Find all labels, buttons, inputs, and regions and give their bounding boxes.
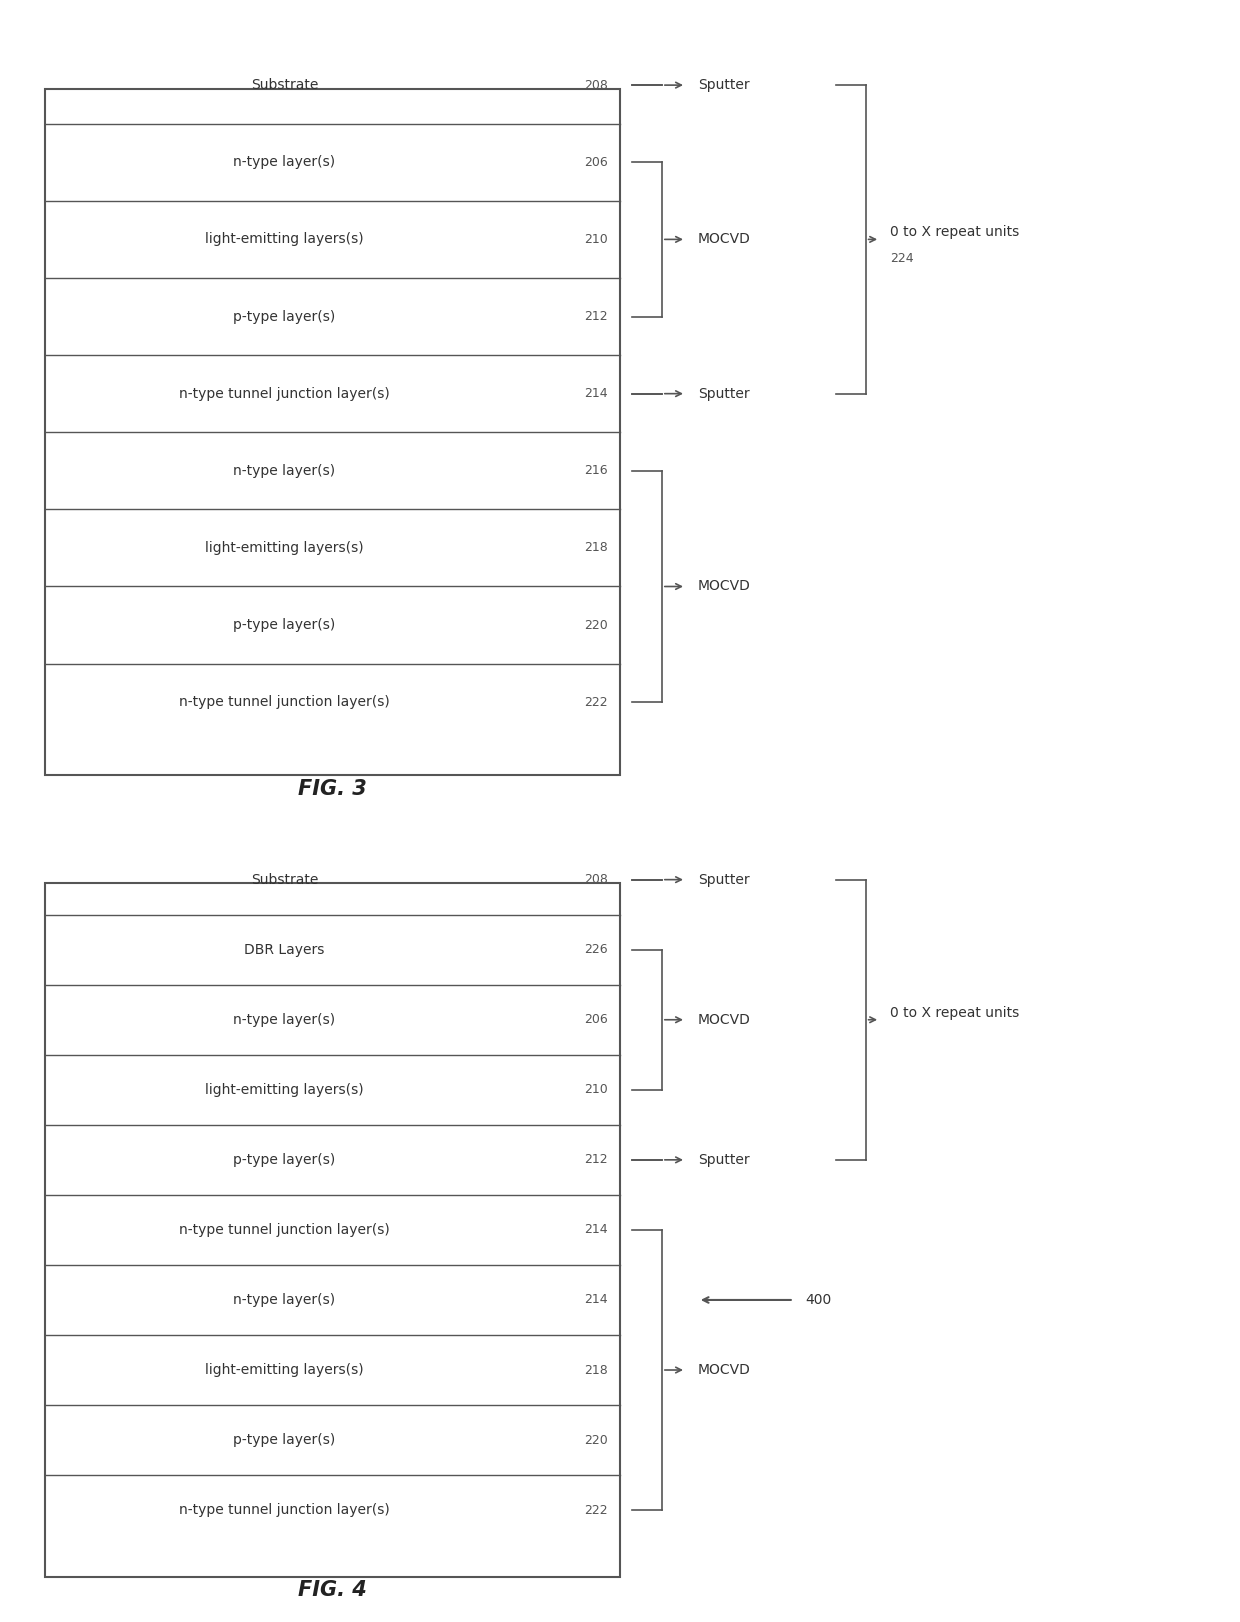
Text: 220: 220 bbox=[584, 618, 608, 631]
Text: 226: 226 bbox=[584, 944, 608, 957]
Text: light-emitting layers(s): light-emitting layers(s) bbox=[205, 1362, 363, 1377]
Text: 208: 208 bbox=[584, 78, 608, 91]
Text: 218: 218 bbox=[584, 1364, 608, 1377]
Text: 216: 216 bbox=[584, 464, 608, 477]
Text: 214: 214 bbox=[584, 1223, 608, 1236]
Text: MOCVD: MOCVD bbox=[698, 579, 750, 594]
Text: p-type layer(s): p-type layer(s) bbox=[233, 310, 336, 323]
Text: FIG. 3: FIG. 3 bbox=[298, 779, 367, 800]
Text: 210: 210 bbox=[584, 1083, 608, 1096]
Text: Sputter: Sputter bbox=[698, 386, 749, 401]
Text: light-emitting layers(s): light-emitting layers(s) bbox=[205, 232, 363, 247]
Text: 400: 400 bbox=[806, 1293, 832, 1307]
Text: n-type layer(s): n-type layer(s) bbox=[233, 1012, 336, 1027]
Text: Sputter: Sputter bbox=[698, 873, 749, 887]
Text: n-type layer(s): n-type layer(s) bbox=[233, 464, 336, 478]
Text: 212: 212 bbox=[584, 310, 608, 323]
Text: Substrate: Substrate bbox=[250, 873, 319, 887]
Text: p-type layer(s): p-type layer(s) bbox=[233, 618, 336, 633]
Text: FIG. 4: FIG. 4 bbox=[298, 1580, 367, 1601]
Text: 222: 222 bbox=[584, 696, 608, 709]
Text: 224: 224 bbox=[889, 251, 913, 264]
Text: 0 to X repeat units: 0 to X repeat units bbox=[889, 225, 1019, 238]
Text: n-type layer(s): n-type layer(s) bbox=[233, 156, 336, 169]
Text: Sputter: Sputter bbox=[698, 78, 749, 92]
Text: Substrate: Substrate bbox=[250, 78, 319, 92]
Text: p-type layer(s): p-type layer(s) bbox=[233, 1434, 336, 1447]
Text: 0 to X repeat units: 0 to X repeat units bbox=[889, 1006, 1019, 1020]
Text: 214: 214 bbox=[584, 388, 608, 401]
Text: 206: 206 bbox=[584, 1014, 608, 1027]
Text: MOCVD: MOCVD bbox=[698, 1362, 750, 1377]
Text: n-type tunnel junction layer(s): n-type tunnel junction layer(s) bbox=[179, 696, 389, 709]
Text: n-type tunnel junction layer(s): n-type tunnel junction layer(s) bbox=[179, 1504, 389, 1517]
Text: MOCVD: MOCVD bbox=[698, 1012, 750, 1027]
Text: 214: 214 bbox=[584, 1293, 608, 1306]
Text: p-type layer(s): p-type layer(s) bbox=[233, 1153, 336, 1166]
Text: light-emitting layers(s): light-emitting layers(s) bbox=[205, 1083, 363, 1096]
Text: 208: 208 bbox=[584, 873, 608, 886]
Text: n-type tunnel junction layer(s): n-type tunnel junction layer(s) bbox=[179, 386, 389, 401]
Text: 220: 220 bbox=[584, 1434, 608, 1447]
Text: n-type layer(s): n-type layer(s) bbox=[233, 1293, 336, 1307]
Text: DBR Layers: DBR Layers bbox=[244, 942, 325, 957]
Text: Sputter: Sputter bbox=[698, 1153, 749, 1166]
Text: 210: 210 bbox=[584, 234, 608, 247]
Text: 206: 206 bbox=[584, 156, 608, 169]
Text: n-type tunnel junction layer(s): n-type tunnel junction layer(s) bbox=[179, 1223, 389, 1238]
Text: 222: 222 bbox=[584, 1504, 608, 1517]
Text: MOCVD: MOCVD bbox=[698, 232, 750, 247]
Text: light-emitting layers(s): light-emitting layers(s) bbox=[205, 540, 363, 555]
Text: 218: 218 bbox=[584, 542, 608, 555]
Text: 212: 212 bbox=[584, 1153, 608, 1166]
